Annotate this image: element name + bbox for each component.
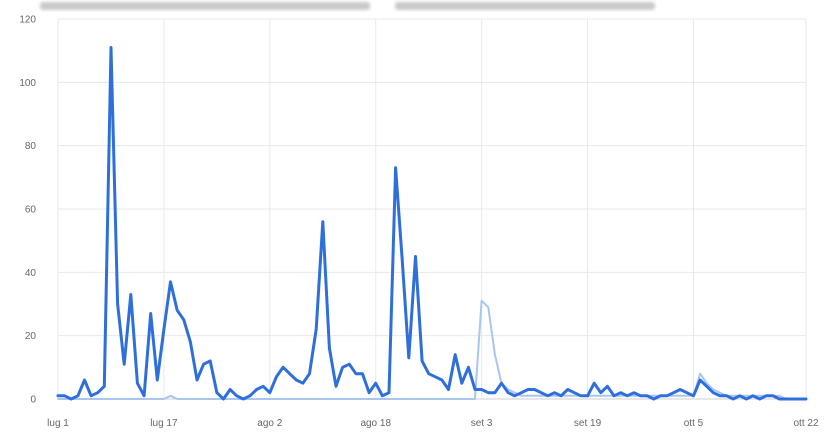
y-tick-label: 0 [30, 395, 36, 406]
series-line-primary [56, 46, 808, 401]
blurred-header-bar [395, 2, 655, 10]
x-tick-label: ott 5 [684, 418, 704, 429]
series-group [56, 46, 808, 401]
blurred-header-bar [40, 2, 370, 10]
x-tick-label: set 19 [574, 418, 602, 429]
x-tick-label: ott 22 [793, 418, 818, 429]
y-tick-label: 100 [19, 78, 36, 89]
x-tick-label: lug 17 [150, 418, 178, 429]
series-line-secondary [57, 299, 807, 400]
x-tick-label: ago 18 [360, 418, 391, 429]
y-tick-label: 80 [25, 141, 37, 152]
y-tick-label: 120 [19, 15, 36, 26]
y-tick-label: 40 [25, 268, 37, 279]
blurred-header [0, 0, 839, 12]
y-axis: 0 20 40 60 80 100 120 [19, 15, 36, 406]
x-tick-label: lug 1 [47, 418, 69, 429]
y-tick-label: 20 [25, 331, 37, 342]
x-tick-label: set 3 [471, 418, 493, 429]
x-axis: lug 1 lug 17 ago 2 ago 18 set 3 set 19 ott 5 ot… [47, 418, 819, 429]
y-tick-label: 60 [25, 205, 37, 216]
x-tick-label: ago 2 [257, 418, 282, 429]
grid [57, 18, 807, 400]
